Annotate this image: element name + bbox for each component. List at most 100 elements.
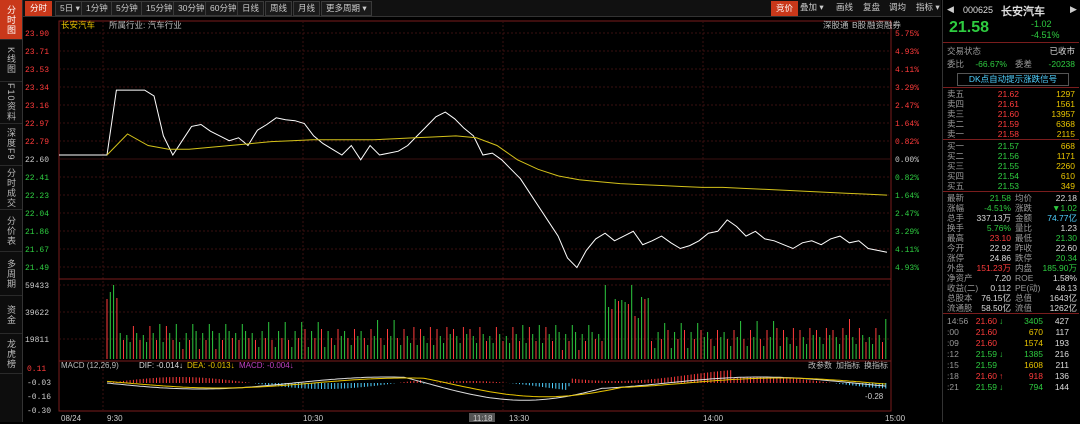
commission-row-cell: 委比 bbox=[947, 59, 965, 69]
stat-row-10: 总股本 76.15亿 总值 1643亿 bbox=[943, 293, 1079, 303]
stat-row-5-cell: 22.60 bbox=[1055, 243, 1077, 253]
stat-row-11-cell: 流值 bbox=[1015, 303, 1033, 313]
stat-row-8: 净资产 7.20 ROE 1.58% bbox=[943, 273, 1079, 283]
tick-row-2-cell: 1574 bbox=[1024, 338, 1043, 348]
ask-row-0-cell: 卖五 bbox=[947, 89, 965, 99]
dk-signal-button[interactable]: DK点自动提示涨跌信号 bbox=[957, 73, 1069, 86]
bid-row-1-cell: 买二 bbox=[947, 151, 965, 161]
ask-row-1: 卖四 21.61 1561 bbox=[943, 99, 1079, 109]
stat-row-6-cell: 20.34 bbox=[1055, 253, 1077, 263]
y-price-label: 22.04 bbox=[25, 210, 49, 219]
period-tab-8[interactable]: 周线 bbox=[265, 1, 293, 16]
bid-row-4-cell: 349 bbox=[1060, 181, 1075, 191]
toolbar-right-0[interactable]: 竞价 bbox=[771, 1, 799, 16]
sidebar-item-7[interactable]: 资金 bbox=[0, 296, 22, 334]
macd-label: -0.16 bbox=[27, 393, 51, 402]
status-row-cell: 交易状态 bbox=[947, 46, 982, 56]
y-price-label: 21.86 bbox=[25, 228, 49, 237]
ask-row-4-cell: 2115 bbox=[1056, 129, 1075, 139]
toolbar-right-4[interactable]: 调均 bbox=[889, 2, 907, 12]
stat-row-6-cell: 跌停 bbox=[1015, 253, 1033, 263]
tick-row-4-cell: 211 bbox=[1055, 360, 1069, 370]
bid-row-3-cell: 21.54 bbox=[997, 171, 1019, 181]
bid-row-2-cell: 买三 bbox=[947, 161, 965, 171]
tick-row-6: :21 21.59 ↓ 794 144 bbox=[943, 382, 1079, 392]
stat-row-6: 涨停 24.86 跌停 20.34 bbox=[943, 253, 1079, 263]
stat-row-7-cell: 外盘 bbox=[947, 263, 965, 273]
period-tab-10[interactable]: 更多周期 ▾ bbox=[321, 1, 372, 16]
toolbar-right-2[interactable]: 画线 bbox=[836, 2, 854, 12]
dea-line bbox=[106, 377, 886, 398]
stat-row-6-cell: 24.86 bbox=[989, 253, 1011, 263]
ask-row-3-cell: 6368 bbox=[1056, 119, 1075, 129]
stat-row-4-cell: 最高 bbox=[947, 233, 965, 243]
stat-row-0-cell: 22.18 bbox=[1055, 193, 1077, 203]
left-sidebar: 分时图 K线图 F10资料 深度F9 分时成交 分价表 多周期 资金 龙虎榜 bbox=[0, 0, 23, 422]
sidebar-item-5[interactable]: 分价表 bbox=[0, 210, 22, 252]
vol-label: 19811 bbox=[25, 336, 49, 345]
tick-row-3-cell: 216 bbox=[1054, 349, 1069, 359]
y-price-label: 22.41 bbox=[25, 174, 49, 183]
toolbar-right-3[interactable]: 复盘 bbox=[863, 2, 881, 12]
y-price-label: 22.60 bbox=[25, 156, 49, 165]
tick-row-3: :12 21.59 ↓ 1385 216 bbox=[943, 349, 1079, 359]
last-price: 21.58 bbox=[949, 19, 990, 36]
stat-row-9-cell: 48.13 bbox=[1055, 283, 1077, 293]
period-tab-6[interactable]: 60分钟 bbox=[205, 1, 242, 16]
sidebar-item-2[interactable]: F10资料 bbox=[0, 82, 22, 124]
bid-row-0-cell: 21.57 bbox=[997, 141, 1019, 151]
y-price-label: 22.97 bbox=[25, 120, 49, 129]
period-tab-7[interactable]: 日线 bbox=[237, 1, 265, 16]
tick-row-2: :09 21.60 1574 193 bbox=[943, 338, 1079, 348]
stat-row-2-cell: 总手 bbox=[947, 213, 965, 223]
period-tab-2[interactable]: 1分钟 bbox=[81, 1, 113, 16]
intraday-chart[interactable]: 长安汽车 所属行业: 汽车行业 深股通 B股 融资融券 23.90 5.75% 23.71 4.… bbox=[23, 17, 941, 423]
ask-row-2-cell: 21.60 bbox=[997, 109, 1019, 119]
bid-row-1-cell: 21.56 bbox=[997, 151, 1019, 161]
macd-tool-0: 改参数 bbox=[808, 360, 832, 370]
sidebar-item-4[interactable]: 分时成交 bbox=[0, 166, 22, 210]
macd-dif: DIF: -0.014↓ bbox=[139, 361, 183, 370]
stat-row-3-cell: 换手 bbox=[947, 223, 965, 233]
tick-row-0-cell: 21.60 bbox=[975, 316, 997, 326]
stat-row-11-cell: 1262亿 bbox=[1049, 303, 1077, 313]
sidebar-item-6[interactable]: 多周期 bbox=[0, 252, 22, 296]
tick-row-1-cell: 117 bbox=[1055, 327, 1069, 337]
sidebar-item-1[interactable]: K线图 bbox=[0, 40, 22, 82]
period-tab-4[interactable]: 15分钟 bbox=[141, 1, 178, 16]
bid-row-3-cell: 610 bbox=[1060, 171, 1075, 181]
sidebar-item-0[interactable]: 分时图 bbox=[0, 0, 22, 40]
stat-row-2-cell: 337.13万 bbox=[976, 213, 1012, 223]
bid-row-4-cell: 21.53 bbox=[997, 181, 1019, 191]
period-tab-9[interactable]: 月线 bbox=[293, 1, 321, 16]
stat-row-2: 总手 337.13万 金额 74.77亿 bbox=[943, 213, 1079, 223]
macd-label: 0.11 bbox=[27, 365, 46, 374]
bid-row-0-cell: 668 bbox=[1060, 141, 1075, 151]
sidebar-item-3[interactable]: 深度F9 bbox=[0, 124, 22, 166]
prev-icon[interactable]: ◀ bbox=[947, 4, 954, 14]
y-pct-label: 5.75% bbox=[895, 30, 919, 39]
stat-row-0-cell: 21.58 bbox=[989, 193, 1011, 203]
ask-row-3: 卖二 21.59 6368 bbox=[943, 119, 1079, 129]
y-pct-label: 2.47% bbox=[895, 210, 919, 219]
stat-row-7-cell: 内盘 bbox=[1015, 263, 1033, 273]
tick-row-3-cell: 1385 bbox=[1024, 349, 1043, 359]
status-row: 交易状态 已收市 bbox=[943, 46, 1079, 56]
stat-row-4: 最高 23.10 最低 21.30 bbox=[943, 233, 1079, 243]
stat-row-1-cell: 涨幅 bbox=[947, 203, 965, 213]
period-tab-0[interactable]: 分时 bbox=[25, 1, 53, 16]
period-toolbar: 分时 5日 ▾ 1分钟 5分钟 15分钟 30分钟 60分钟 日线 周线 月线 更多周期 ▾ 竞价 叠加… bbox=[23, 0, 941, 17]
sidebar-item-8[interactable]: 龙虎榜 bbox=[0, 334, 22, 374]
period-tab-5[interactable]: 30分钟 bbox=[173, 1, 210, 16]
top-right-tag-2: 融资融券 bbox=[867, 20, 902, 30]
stat-row-9-cell: PE(动) bbox=[1015, 283, 1041, 293]
y-price-label: 21.49 bbox=[25, 264, 49, 273]
next-icon[interactable]: ▶ bbox=[1070, 4, 1077, 14]
price-change-pct: -4.51% bbox=[1031, 30, 1060, 40]
toolbar-right-5[interactable]: 指标 ▾ bbox=[916, 2, 940, 12]
period-tab-3[interactable]: 5分钟 bbox=[111, 1, 143, 16]
tick-row-1-cell: 21.60 bbox=[975, 327, 997, 337]
toolbar-right-1[interactable]: 叠加 ▾ bbox=[800, 2, 824, 12]
ask-row-1-cell: 21.61 bbox=[997, 99, 1019, 109]
tick-row-0-cell: 3405 bbox=[1024, 316, 1043, 326]
